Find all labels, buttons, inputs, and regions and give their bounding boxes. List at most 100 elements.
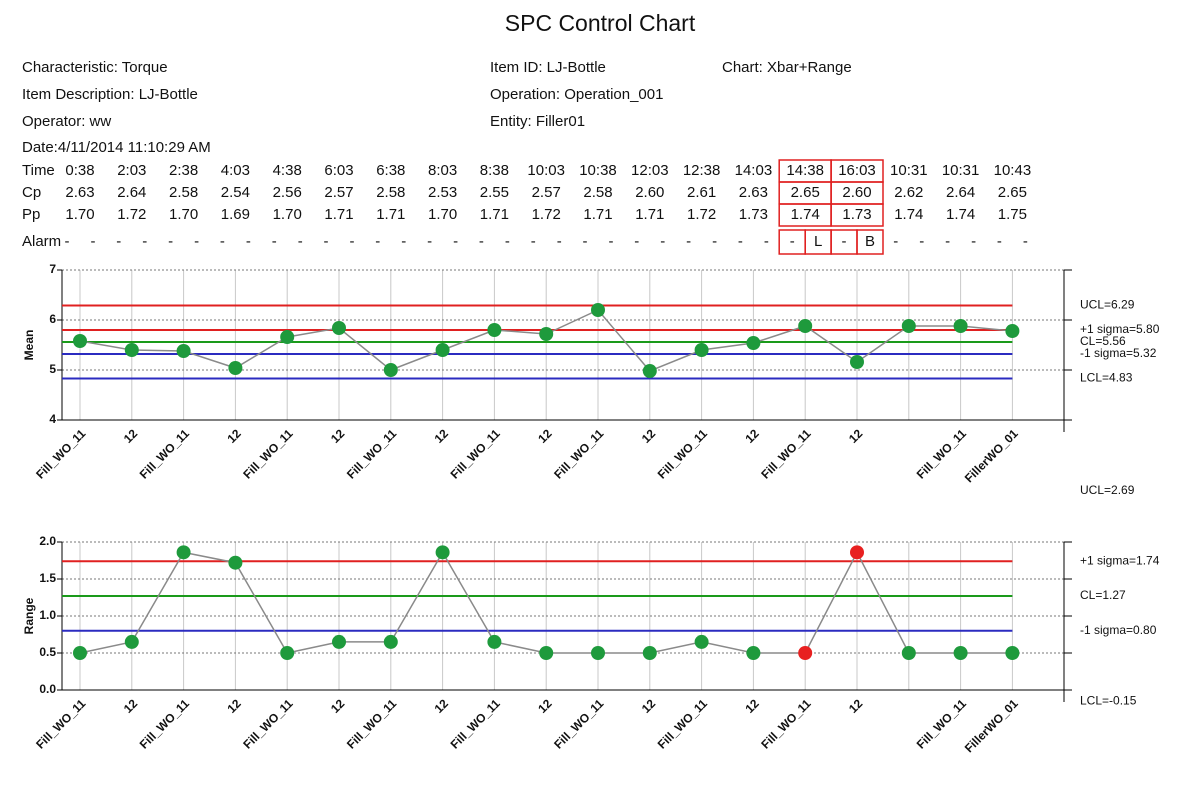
cp-cell: 2.55: [480, 184, 509, 201]
y-axis-title: Mean: [22, 330, 36, 361]
x-tick-label: Fill_WO_11: [240, 696, 295, 751]
limit-label: UCL=6.29: [1080, 298, 1135, 312]
pp-cell: 1.71: [480, 206, 509, 223]
info-text: Operation: Operation_001: [490, 86, 663, 103]
limit-label: +1 sigma=5.80: [1080, 322, 1160, 336]
time-cell: 8:38: [480, 162, 509, 179]
info-text: Item Description: LJ-Bottle: [22, 86, 198, 103]
x-tick-label: 12: [224, 696, 244, 716]
limit-label: CL=1.27: [1080, 588, 1126, 602]
alarm-cell: -: [453, 233, 458, 250]
alarm-cell: -: [91, 233, 96, 250]
info-text: Chart: Xbar+Range: [722, 59, 852, 76]
cp-cell: 2.62: [894, 184, 923, 201]
x-tick-label: Fill_WO_11: [655, 696, 710, 751]
pp-cell: 1.71: [583, 206, 612, 223]
x-tick-label: 12: [742, 696, 762, 716]
data-point: [850, 355, 864, 369]
y-tick-label: 5: [49, 362, 56, 376]
pp-cell: 1.70: [428, 206, 457, 223]
pp-cell: 1.70: [169, 206, 198, 223]
pp-cell: 1.71: [376, 206, 405, 223]
x-tick-label: FillerWO_01: [962, 696, 1021, 755]
data-point: [383, 363, 398, 377]
cp-cell: 2.57: [532, 184, 561, 201]
time-cell: 14:03: [735, 162, 773, 179]
cp-cell: 2.64: [946, 184, 975, 201]
data-point: [850, 545, 864, 560]
x-tick-label: Fill_WO_11: [448, 426, 503, 481]
data-point: [332, 634, 346, 649]
cp-cell: 2.54: [221, 184, 250, 201]
pp-cell: 1.74: [791, 206, 820, 223]
data-point: [746, 336, 761, 350]
alarm-cell: -: [142, 233, 147, 250]
limit-label: LCL=-0.15: [1080, 693, 1137, 707]
pp-cell: 1.75: [998, 206, 1027, 223]
data-point: [746, 646, 761, 660]
x-tick-label: 12: [328, 426, 348, 446]
x-tick-label: 12: [328, 696, 348, 716]
limit-label: CL=5.56: [1080, 334, 1126, 348]
data-point: [798, 319, 813, 333]
time-cell: 12:38: [683, 162, 721, 179]
x-tick-label: Fill_WO_11: [914, 696, 969, 751]
alarm-cell: -: [686, 233, 691, 250]
limit-label: LCL=4.83: [1080, 371, 1133, 385]
time-cell: 10:43: [994, 162, 1032, 179]
time-cell: 0:38: [65, 162, 94, 179]
y-tick-label: 1.0: [39, 608, 56, 622]
alarm-cell: -: [945, 233, 950, 250]
data-point: [176, 545, 191, 560]
pp-cell: 1.74: [946, 206, 975, 223]
data-point: [798, 646, 813, 660]
alarm-cell: -: [919, 233, 924, 250]
cp-cell: 2.60: [635, 184, 664, 201]
data-point: [228, 555, 243, 570]
data-point: [73, 646, 87, 660]
data-point: [591, 303, 605, 317]
x-tick-label: Fill_WO_11: [344, 426, 399, 481]
x-tick-label: 12: [639, 696, 659, 716]
x-tick-label: Fill_WO_11: [33, 426, 88, 481]
x-tick-label: 12: [535, 426, 555, 446]
data-point: [435, 343, 450, 357]
y-tick-label: 0.0: [39, 682, 56, 696]
data-point: [694, 634, 709, 649]
x-tick-label: 12: [121, 696, 141, 716]
x-tick-label: Fill_WO_11: [551, 696, 606, 751]
alarm-cell: -: [350, 233, 355, 250]
row-label: Pp: [22, 206, 40, 223]
time-cell: 14:38: [786, 162, 824, 179]
alarm-cell: -: [479, 233, 484, 250]
x-tick-label: 12: [535, 696, 555, 716]
alarm-cell: -: [375, 233, 380, 250]
x-tick-label: Fill_WO_11: [551, 426, 606, 481]
row-label: Alarm: [22, 233, 61, 250]
time-cell: 4:03: [221, 162, 250, 179]
data-point: [591, 646, 605, 660]
info-text: Entity: Filler01: [490, 113, 585, 130]
data-point: [332, 321, 346, 335]
alarm-cell: -: [660, 233, 665, 250]
cp-cell: 2.60: [842, 184, 871, 201]
alarm-box: [856, 229, 884, 255]
alarm-cell: -: [842, 233, 847, 250]
time-cell: 6:38: [376, 162, 405, 179]
data-point: [176, 344, 191, 358]
data-point: [73, 334, 87, 348]
limit-label: +1 sigma=1.74: [1080, 553, 1160, 567]
x-tick-label: Fill_WO_11: [344, 696, 399, 751]
cp-cell: 2.53: [428, 184, 457, 201]
alarm-cell: -: [790, 233, 795, 250]
data-point: [1005, 324, 1020, 338]
data-point: [642, 364, 657, 378]
highlight-box: [830, 203, 884, 227]
pp-cell: 1.70: [65, 206, 94, 223]
x-tick-label: 12: [846, 696, 866, 716]
alarm-cell: -: [324, 233, 329, 250]
pp-cell: 1.70: [273, 206, 302, 223]
x-tick-label: Fill_WO_11: [240, 426, 295, 481]
data-point: [435, 545, 450, 560]
